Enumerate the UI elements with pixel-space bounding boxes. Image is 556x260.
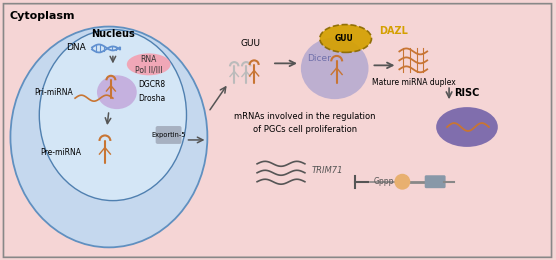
Text: DNA: DNA — [66, 43, 86, 52]
Text: TRIM71: TRIM71 — [312, 166, 343, 175]
Text: Dicer: Dicer — [307, 54, 331, 63]
Circle shape — [394, 174, 410, 190]
Ellipse shape — [39, 30, 186, 201]
FancyBboxPatch shape — [425, 175, 445, 188]
FancyBboxPatch shape — [156, 126, 181, 144]
Text: Nucleus: Nucleus — [91, 29, 135, 38]
Text: Pri-miRNA: Pri-miRNA — [34, 88, 73, 97]
Text: Drosha: Drosha — [139, 94, 166, 103]
Text: Cytoplasm: Cytoplasm — [9, 11, 75, 21]
Ellipse shape — [320, 24, 371, 53]
Text: GUU: GUU — [334, 34, 353, 43]
Text: GUU: GUU — [240, 39, 260, 48]
Text: Gppp: Gppp — [374, 177, 394, 186]
Text: mRNAs involved in the regulation
of PGCs cell proliferation: mRNAs involved in the regulation of PGCs… — [234, 112, 376, 134]
Ellipse shape — [436, 107, 498, 147]
Text: RNA
Pol II/III: RNA Pol II/III — [135, 55, 162, 74]
Ellipse shape — [127, 53, 171, 75]
Text: Exportin-5: Exportin-5 — [151, 132, 186, 138]
Text: DGCR8: DGCR8 — [139, 80, 166, 89]
Text: Pre-miRNA: Pre-miRNA — [40, 148, 81, 157]
Text: RISC: RISC — [454, 88, 480, 98]
Text: DAZL: DAZL — [379, 25, 408, 36]
Text: Mature miRNA duplex: Mature miRNA duplex — [373, 78, 456, 87]
Ellipse shape — [301, 37, 369, 99]
Ellipse shape — [11, 27, 207, 247]
Ellipse shape — [97, 75, 137, 109]
